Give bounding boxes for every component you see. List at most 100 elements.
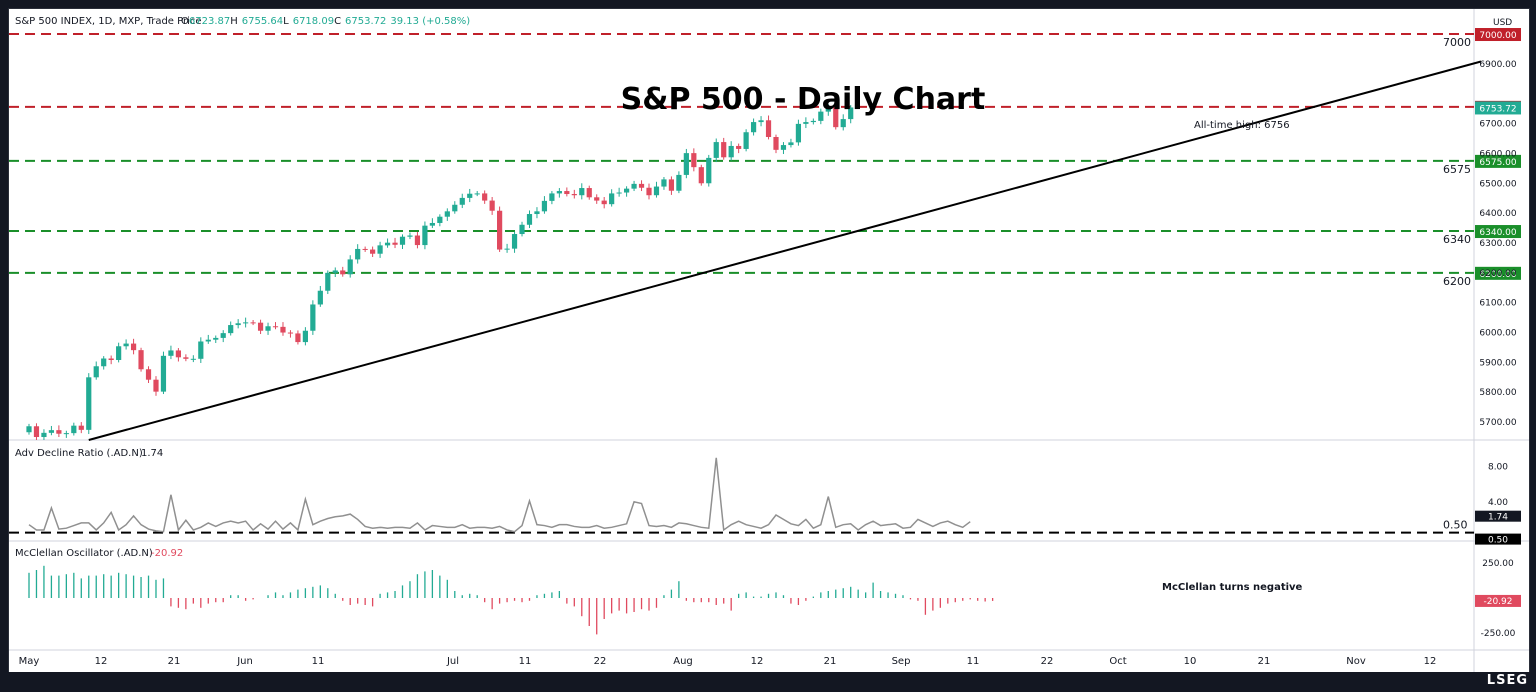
candle <box>205 339 211 342</box>
price-tick: 6500.00 <box>1479 179 1516 189</box>
candle <box>825 107 831 112</box>
candle <box>265 326 271 331</box>
candle <box>198 341 204 359</box>
candle <box>713 142 719 158</box>
footer-bar <box>0 672 1536 692</box>
candle <box>444 211 450 217</box>
mco-tick: -250.00 <box>1481 629 1516 639</box>
candle <box>295 333 301 343</box>
candle <box>661 179 667 187</box>
price-tick: 6700.00 <box>1479 120 1516 130</box>
candle <box>116 346 122 360</box>
uptrend-line <box>88 60 1482 441</box>
price-tick: 6000.00 <box>1479 329 1516 339</box>
price-tick: 6100.00 <box>1479 299 1516 309</box>
candle <box>609 193 615 205</box>
time-tick: Nov <box>1346 656 1366 667</box>
candle <box>437 216 443 223</box>
candle <box>736 145 742 149</box>
chart-title: S&P 500 - Daily Chart <box>621 82 986 117</box>
candle <box>564 191 570 195</box>
price-tick: 5700.00 <box>1479 418 1516 428</box>
symbol-info: S&P 500 INDEX, 1D, MXP, Trade Price <box>15 16 202 27</box>
candle <box>63 433 69 435</box>
time-tick: 12 <box>1424 656 1437 667</box>
candle <box>220 333 226 338</box>
time-tick: May <box>19 656 40 667</box>
candle <box>175 350 181 358</box>
time-tick: 11 <box>967 656 980 667</box>
candle <box>407 235 413 237</box>
level-label-6340: 6340 <box>1443 233 1471 246</box>
candle <box>750 122 757 133</box>
candle <box>586 188 592 198</box>
candle <box>624 188 630 193</box>
mco-indicator-name: McClellan Oscillator (.AD.N) <box>15 548 153 559</box>
price-tick: 5900.00 <box>1479 358 1516 368</box>
candle <box>108 358 114 360</box>
candle <box>683 153 689 175</box>
level-tag-bg-6200.00 <box>1475 266 1521 280</box>
time-tick: 21 <box>1258 656 1271 667</box>
ohlc-label-H: H <box>230 16 238 27</box>
price-tick: 6200.00 <box>1479 269 1516 279</box>
candle <box>803 122 809 124</box>
level-label-6200: 6200 <box>1443 275 1471 288</box>
ohlc-O: 6723.87 <box>189 16 230 27</box>
candle <box>48 430 55 433</box>
time-tick: 11 <box>312 656 325 667</box>
mco-last-tag: -20.92 <box>1483 597 1512 607</box>
adr-line <box>28 457 971 533</box>
time-tick: 11 <box>519 656 532 667</box>
price-tick: 6600.00 <box>1479 149 1516 159</box>
candle <box>459 197 465 205</box>
candle <box>594 197 600 201</box>
candle <box>272 326 279 328</box>
candle <box>534 211 540 215</box>
ohlc-C: 6753.72 <box>345 16 386 27</box>
candle <box>78 425 84 430</box>
chart-canvas[interactable]: 70007000.006756.0065756575.0063406340.00… <box>9 9 1529 673</box>
candle <box>840 119 846 128</box>
candle <box>190 358 196 360</box>
candle <box>638 183 645 188</box>
candle <box>698 167 704 184</box>
candle <box>213 337 219 340</box>
time-tick: 10 <box>1184 656 1197 667</box>
candle <box>810 120 816 123</box>
candle <box>504 248 510 250</box>
candle <box>332 270 338 273</box>
candle <box>489 200 495 211</box>
candle <box>571 194 577 196</box>
time-tick: 12 <box>95 656 108 667</box>
candle <box>355 248 361 260</box>
candle <box>123 343 129 347</box>
currency-label[interactable]: USD <box>1493 18 1512 28</box>
price-tick: 6400.00 <box>1479 209 1516 219</box>
candle <box>511 234 518 249</box>
candle <box>235 323 241 326</box>
adr-last-tag-bg <box>1475 510 1521 522</box>
candle <box>130 343 137 351</box>
level-tag-bg-6340.00 <box>1475 225 1521 239</box>
candle <box>429 222 435 226</box>
candle <box>765 120 772 138</box>
candle <box>467 193 473 198</box>
adr-tick: 8.00 <box>1488 463 1508 473</box>
level-label-7000: 7000 <box>1443 36 1471 49</box>
candle <box>153 379 159 392</box>
candle <box>362 248 368 250</box>
candle <box>616 192 622 194</box>
candle <box>56 430 62 434</box>
ath-annotation: All-time high: 6756 <box>1194 120 1290 131</box>
ohlc-label-C: C <box>334 16 341 27</box>
candle <box>676 174 682 191</box>
candle <box>549 193 555 201</box>
candle <box>317 290 323 305</box>
adr-last-tag: 1.74 <box>1488 513 1508 523</box>
ohlc-label-L: L <box>283 16 289 27</box>
ohlc-values: O6723.87H 6755.64L 6718.09C 6753.72 39.13 (+… <box>181 16 470 27</box>
candle <box>422 225 428 246</box>
candle <box>706 157 712 184</box>
candle <box>601 200 607 205</box>
